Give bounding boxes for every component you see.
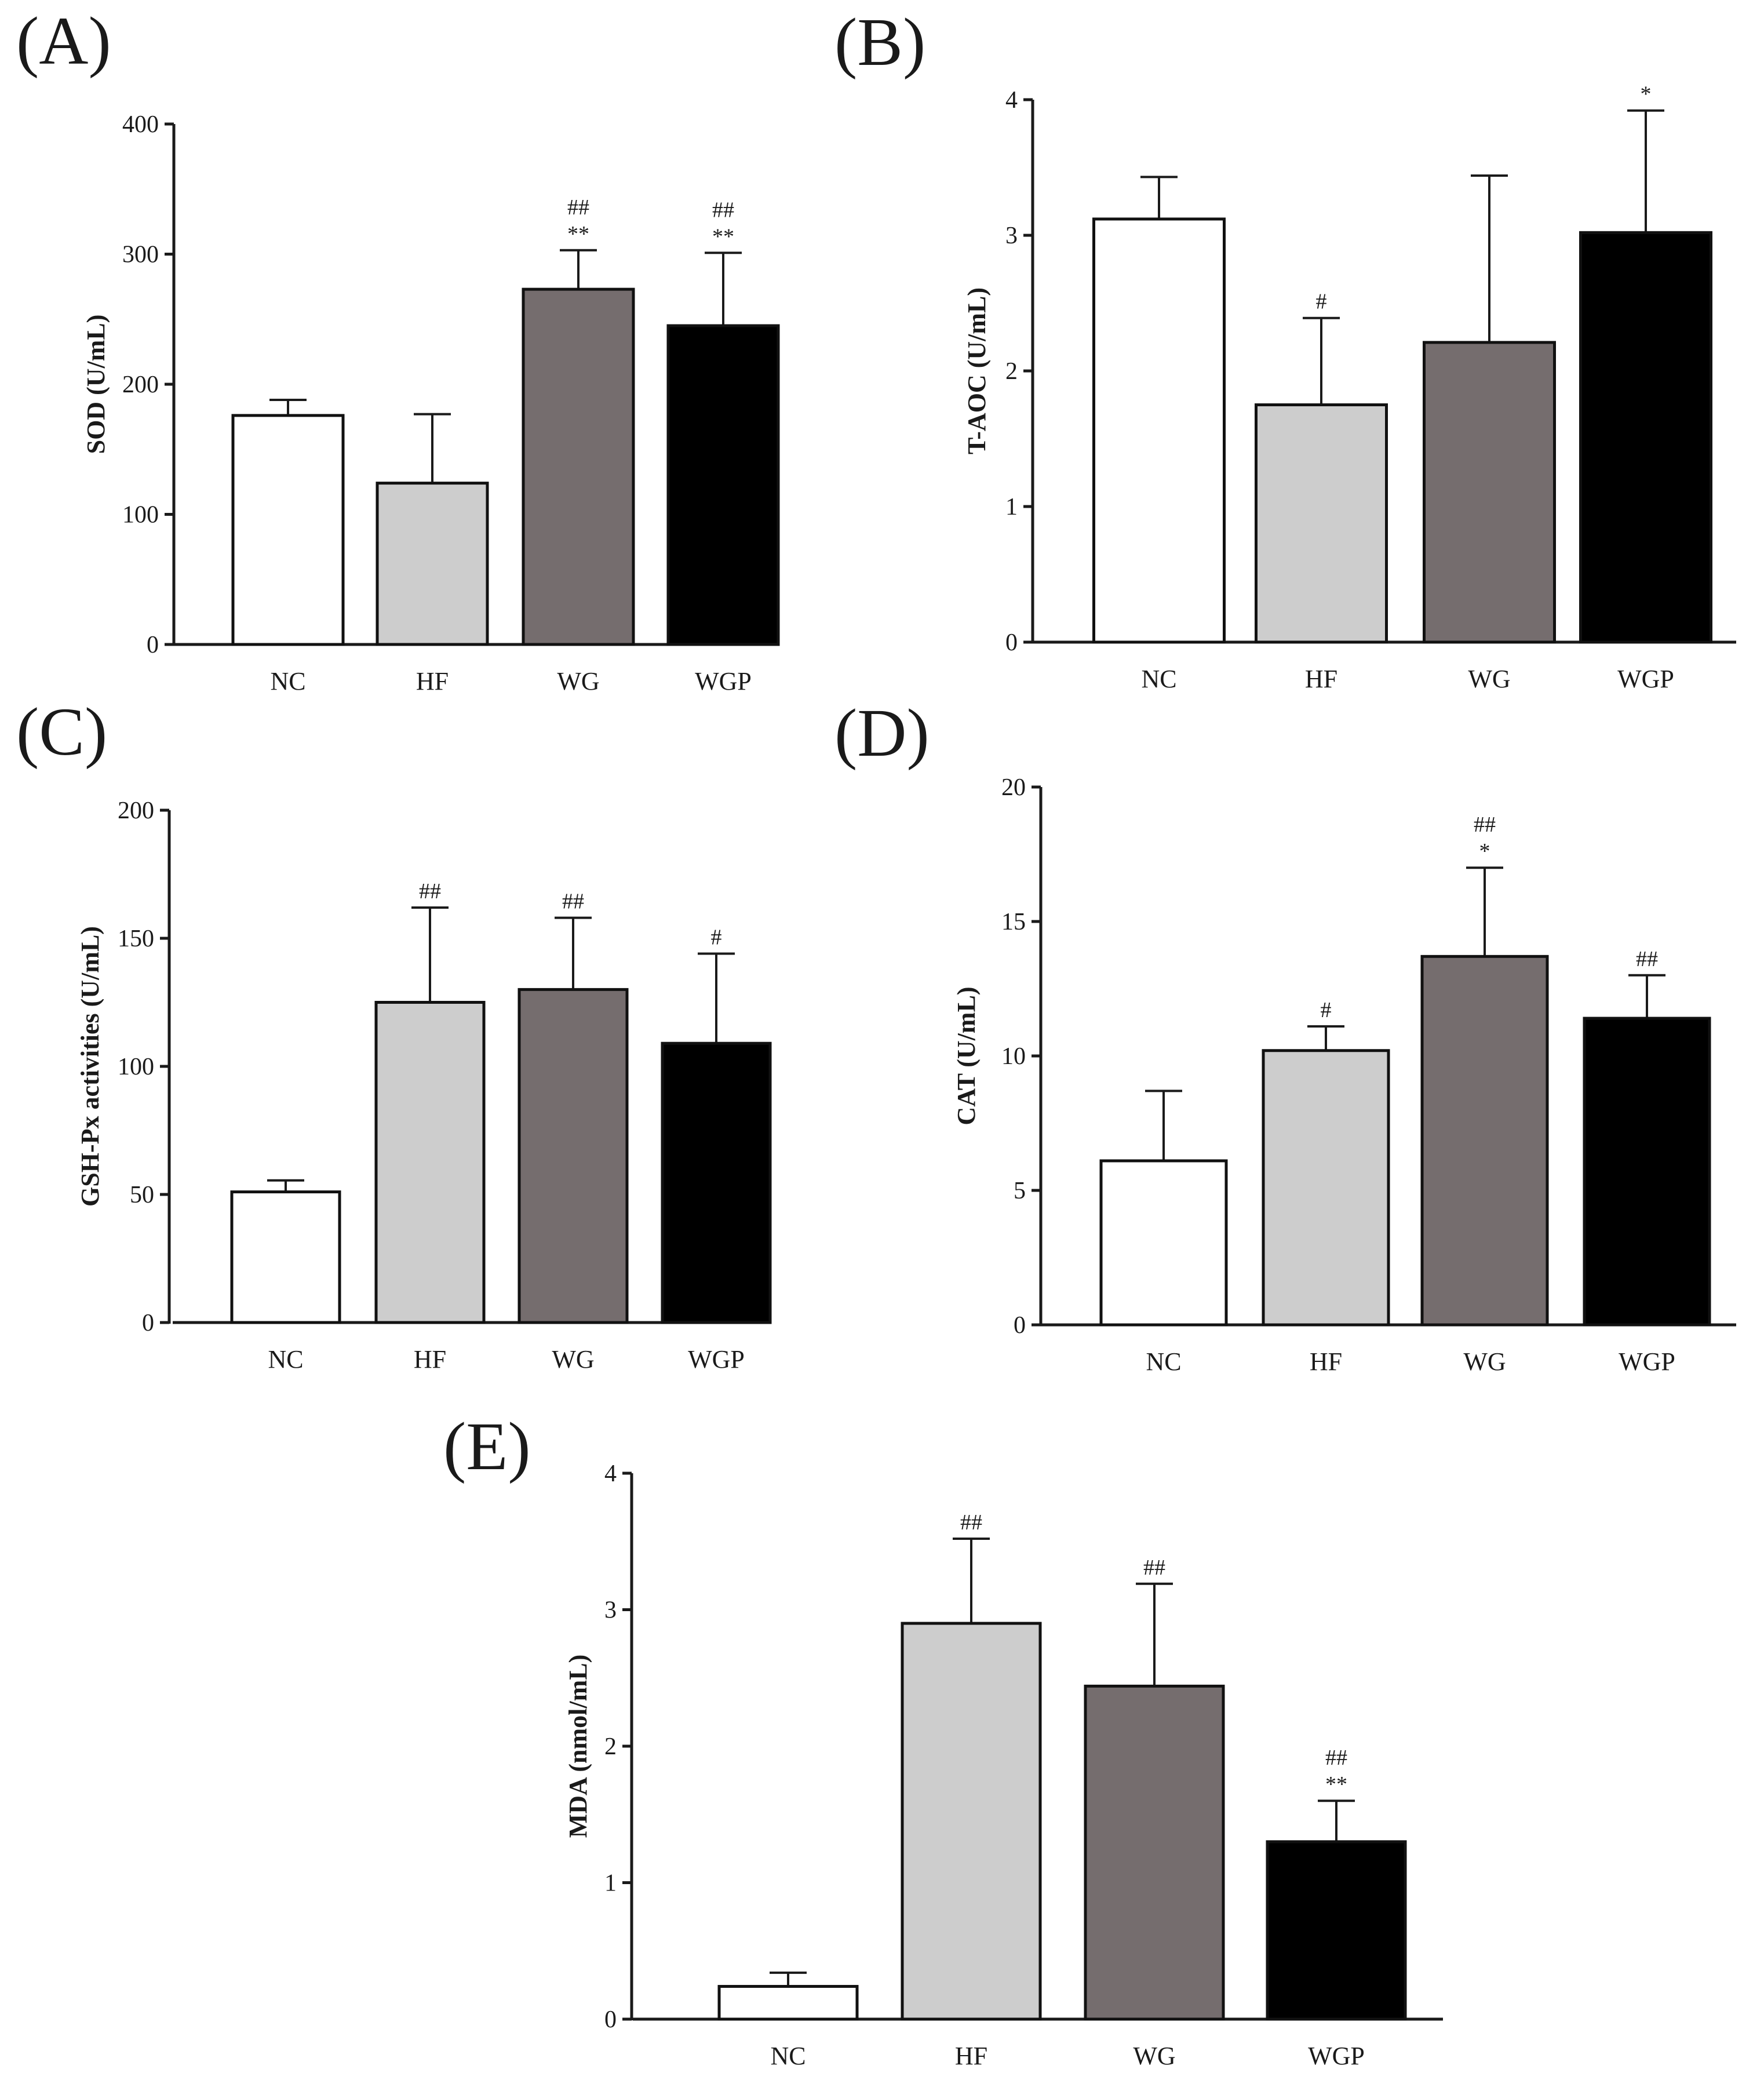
- significance-label: ##: [419, 879, 441, 904]
- x-category-label: WGP: [1308, 2042, 1365, 2070]
- significance-label: **: [1325, 1772, 1347, 1797]
- y-tick-label: 1: [1005, 494, 1018, 520]
- bar-wgp: [1266, 1840, 1407, 2021]
- y-tick-label: 0: [604, 2006, 617, 2033]
- y-tick-label: 0: [142, 1310, 154, 1336]
- bar-nc: [717, 1984, 859, 2021]
- x-category-label: WGP: [688, 1345, 745, 1374]
- significance-label: **: [567, 222, 589, 246]
- bar-wg: [1420, 955, 1549, 1327]
- y-tick-label: 300: [122, 242, 159, 268]
- significance-label: #: [711, 926, 722, 950]
- bar-nc: [231, 414, 345, 646]
- y-tick-label: 20: [1001, 774, 1026, 801]
- y-tick-label: 400: [122, 111, 159, 138]
- significance-label: ##: [1325, 1746, 1347, 1770]
- bar-nc: [1092, 217, 1226, 644]
- chart-panel-2: (B) 0 1 2 3 4 T-AOC (U/mL) NC HF # WG WGP *: [834, 4, 1736, 693]
- panel-letter: (D): [834, 695, 930, 771]
- bar-hf: [1255, 403, 1388, 644]
- bar-wgp: [1583, 1017, 1711, 1327]
- x-category-label: WG: [557, 667, 599, 695]
- y-axis-label: MDA (nmol/mL): [564, 1655, 592, 1838]
- x-category-label: HF: [1305, 665, 1337, 693]
- panel-letter: (A): [16, 3, 111, 79]
- bar-wg: [522, 287, 635, 646]
- x-category-label: NC: [770, 2042, 806, 2070]
- y-tick-label: 3: [1005, 223, 1018, 249]
- significance-label: #: [1321, 998, 1332, 1022]
- bar-wgp: [1579, 231, 1712, 644]
- y-tick-label: 150: [118, 926, 154, 952]
- x-category-label: WG: [1468, 665, 1510, 693]
- significance-label: ##: [960, 1510, 982, 1535]
- chart-panel-3: (C) 0 50 100 150 200 GSH-Px activities (U/mL) N…: [16, 694, 772, 1374]
- x-category-label: HF: [414, 1345, 446, 1374]
- y-tick-label: 2: [1005, 358, 1018, 385]
- y-axis-label: GSH-Px activities (U/mL): [76, 926, 104, 1207]
- y-tick-label: 200: [118, 797, 154, 824]
- x-category-label: HF: [1310, 1347, 1342, 1376]
- y-axis-label: SOD (U/mL): [82, 315, 110, 454]
- y-tick-label: 0: [147, 632, 159, 658]
- significance-label: **: [712, 224, 734, 249]
- x-category-label: HF: [416, 667, 449, 695]
- y-tick-label: 2: [604, 1733, 617, 1760]
- x-category-label: WGP: [1617, 665, 1674, 693]
- y-tick-label: 0: [1005, 629, 1018, 656]
- x-category-label: WG: [552, 1345, 594, 1374]
- y-tick-label: 200: [122, 371, 159, 398]
- x-category-label: NC: [270, 667, 305, 695]
- y-tick-label: 100: [122, 502, 159, 529]
- bar-wg: [1423, 341, 1556, 644]
- x-category-label: WG: [1133, 2042, 1175, 2070]
- significance-label: *: [1641, 82, 1652, 107]
- significance-label: ##: [1636, 947, 1658, 971]
- bar-wg: [1084, 1684, 1225, 2021]
- x-category-label: HF: [955, 2042, 987, 2070]
- panel-letter: (E): [443, 1408, 531, 1484]
- significance-label: ##: [1143, 1556, 1165, 1580]
- significance-label: ##: [562, 890, 584, 914]
- bar-hf: [374, 1001, 486, 1324]
- x-category-label: NC: [1146, 1347, 1181, 1376]
- bar-hf: [901, 1622, 1042, 2021]
- panel-letter: (C): [16, 694, 107, 770]
- y-tick-label: 0: [1014, 1312, 1026, 1339]
- bar-hf: [376, 482, 489, 646]
- y-tick-label: 5: [1014, 1178, 1026, 1204]
- bar-wg: [517, 988, 629, 1324]
- significance-label: *: [1479, 839, 1490, 864]
- y-tick-label: 1: [604, 1870, 617, 1897]
- bar-nc: [230, 1190, 341, 1324]
- y-tick-label: 15: [1001, 909, 1026, 935]
- x-category-label: WGP: [695, 667, 752, 695]
- y-tick-label: 100: [118, 1054, 154, 1080]
- y-axis-label: T-AOC (U/mL): [963, 287, 991, 454]
- bar-hf: [1262, 1049, 1390, 1327]
- significance-label: #: [1316, 290, 1327, 314]
- y-tick-label: 4: [604, 1460, 617, 1487]
- bar-wgp: [661, 1041, 772, 1324]
- y-tick-label: 3: [604, 1597, 617, 1624]
- bar-wgp: [666, 324, 780, 646]
- x-category-label: WGP: [1619, 1347, 1675, 1376]
- x-category-label: NC: [1141, 665, 1176, 693]
- x-category-label: WG: [1463, 1347, 1506, 1376]
- y-axis-label: CAT (U/mL): [952, 986, 981, 1125]
- x-category-label: NC: [268, 1345, 303, 1374]
- significance-label: ##: [567, 195, 589, 220]
- significance-label: ##: [712, 198, 734, 222]
- bar-nc: [1099, 1159, 1228, 1327]
- panel-letter: (B): [834, 4, 925, 80]
- significance-label: ##: [1474, 813, 1496, 837]
- y-tick-label: 4: [1005, 87, 1018, 114]
- y-tick-label: 10: [1001, 1043, 1026, 1070]
- y-tick-label: 50: [130, 1182, 154, 1208]
